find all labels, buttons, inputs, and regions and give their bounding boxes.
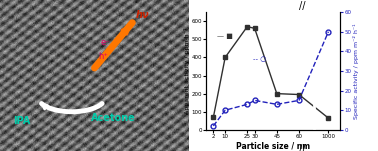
Y-axis label: Apparent activity / ppm h⁻¹: Apparent activity / ppm h⁻¹ xyxy=(184,28,190,114)
Text: IPA: IPA xyxy=(13,116,31,126)
Text: e⁻: e⁻ xyxy=(100,38,110,47)
Text: hν: hν xyxy=(136,10,150,20)
Text: Acetone: Acetone xyxy=(91,113,135,123)
Text: -- ○: -- ○ xyxy=(253,56,266,62)
Y-axis label: Specific activity / ppm m⁻² h⁻¹: Specific activity / ppm m⁻² h⁻¹ xyxy=(353,23,359,119)
Text: //: // xyxy=(299,1,306,11)
X-axis label: Particle size / nm: Particle size / nm xyxy=(236,142,310,151)
Text: h⁺: h⁺ xyxy=(98,52,108,61)
Text: — ■: — ■ xyxy=(217,33,232,39)
Text: //: // xyxy=(299,144,305,151)
